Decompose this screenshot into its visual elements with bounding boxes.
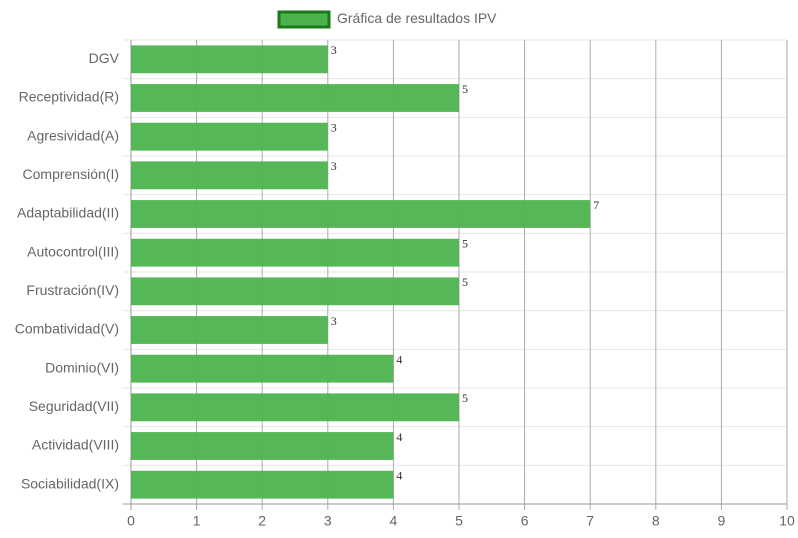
x-tick-label: 10: [779, 513, 795, 529]
x-tick-label: 3: [324, 513, 332, 529]
y-tick-label: Actividad(VIII): [32, 437, 119, 453]
bar: [131, 45, 328, 74]
x-tick-label: 4: [390, 513, 398, 529]
y-tick-label: Receptividad(R): [19, 89, 119, 105]
legend-swatch[interactable]: [277, 10, 331, 29]
value-label: 4: [396, 468, 402, 482]
value-label: 5: [462, 82, 468, 96]
x-tick-label: 1: [193, 513, 201, 529]
y-tick-label: Agresividad(A): [27, 127, 119, 143]
bar: [131, 84, 459, 112]
value-label: 3: [331, 43, 337, 57]
bar: [131, 432, 394, 460]
bar: [131, 393, 459, 422]
y-tick-label: Sociabilidad(IX): [21, 475, 119, 491]
bar: [131, 316, 328, 344]
value-label: 7: [593, 198, 599, 212]
bar: [131, 277, 459, 306]
x-tick-label: 9: [718, 513, 726, 529]
y-tick-label: Seguridad(VII): [29, 398, 119, 414]
y-tick-label: Frustración(IV): [26, 282, 119, 298]
x-tick-label: 7: [586, 513, 594, 529]
value-label: 5: [462, 391, 468, 405]
value-label: 4: [396, 430, 402, 444]
y-tick-label: Combatividad(V): [15, 321, 119, 337]
bar: [131, 238, 459, 267]
y-tick-label: DGV: [89, 50, 120, 66]
value-label: 5: [462, 236, 468, 250]
bar: [131, 470, 394, 499]
x-tick-label: 0: [127, 513, 135, 529]
x-tick-label: 2: [258, 513, 266, 529]
y-tick-label: Autocontrol(III): [27, 243, 119, 259]
value-label: 3: [331, 120, 337, 134]
value-label: 4: [396, 352, 402, 366]
y-tick-label: Adaptabilidad(II): [17, 205, 119, 221]
y-tick-label: Dominio(VI): [45, 359, 119, 375]
x-tick-label: 5: [455, 513, 463, 529]
x-tick-label: 8: [652, 513, 660, 529]
bar: [131, 354, 394, 383]
value-label: 3: [331, 159, 337, 173]
value-label: 3: [331, 314, 337, 328]
bar: [131, 122, 328, 151]
bar: [131, 161, 328, 190]
legend-label[interactable]: Gráfica de resultados IPV: [337, 10, 497, 26]
y-tick-label: Comprensión(I): [23, 166, 119, 182]
bar: [131, 200, 591, 228]
value-label: 5: [462, 275, 468, 289]
x-tick-label: 6: [521, 513, 529, 529]
